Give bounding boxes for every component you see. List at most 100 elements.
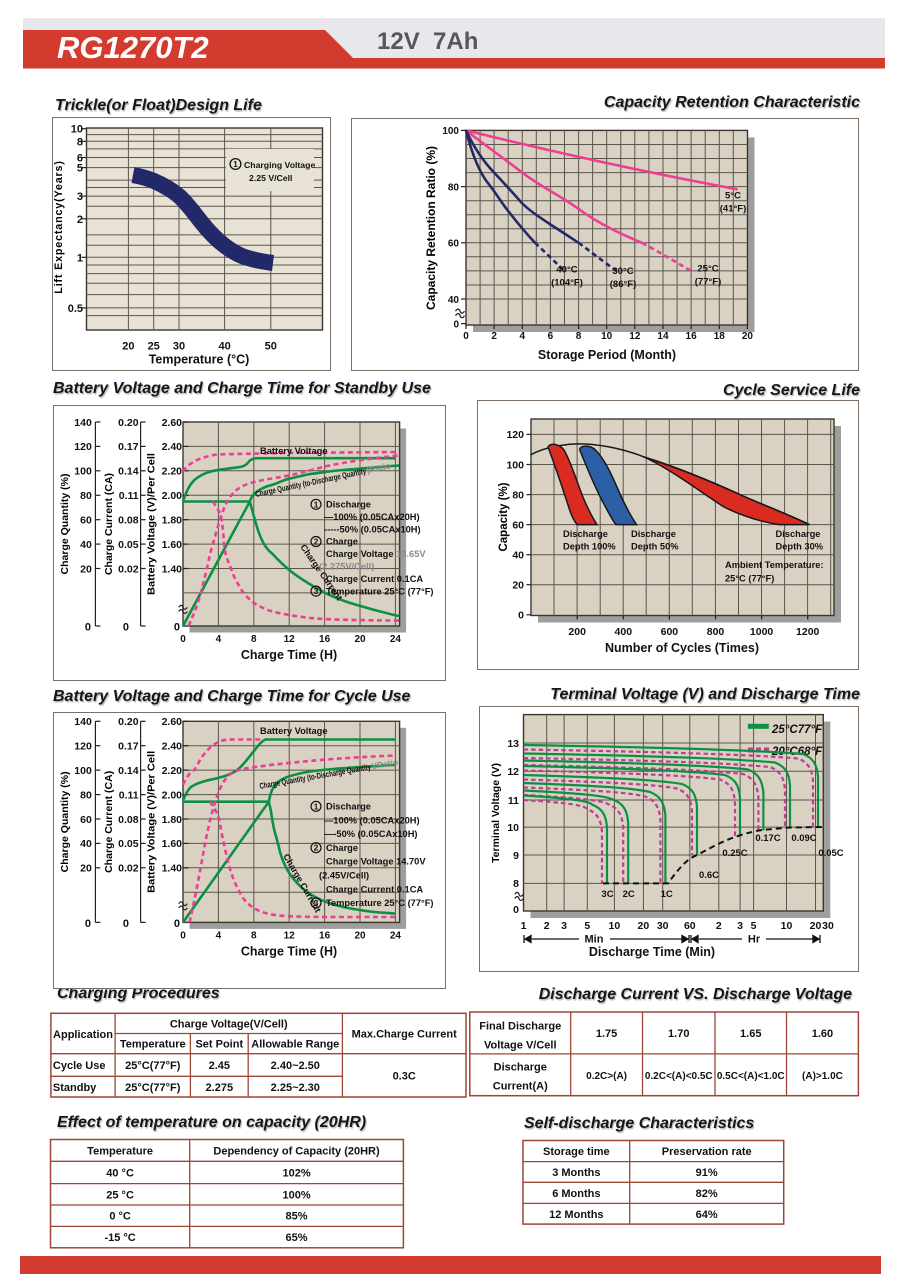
svg-text:Battery Voltage (V)/Per Cell: Battery Voltage (V)/Per Cell <box>146 751 158 893</box>
svg-text:2: 2 <box>77 214 83 226</box>
svg-text:8: 8 <box>251 930 257 941</box>
svg-text:64%: 64% <box>696 1209 718 1221</box>
svg-text:Discharge: Discharge <box>326 802 371 812</box>
svg-text:1: 1 <box>314 500 319 509</box>
svg-text:Discharge: Discharge <box>631 529 676 539</box>
svg-text:1: 1 <box>314 802 319 811</box>
svg-text:2: 2 <box>314 538 319 547</box>
svg-text:Allowable Range: Allowable Range <box>251 1039 339 1051</box>
svg-text:30: 30 <box>657 920 669 932</box>
svg-text:100: 100 <box>506 459 524 471</box>
svg-text:25 °C: 25 °C <box>106 1189 134 1201</box>
svg-text:-15 °C: -15 °C <box>104 1232 135 1244</box>
svg-text:18: 18 <box>714 331 726 342</box>
svg-text:24: 24 <box>390 930 402 941</box>
svg-text:2.60: 2.60 <box>162 417 183 429</box>
svg-text:0.17: 0.17 <box>118 441 139 453</box>
svg-text:)/Ratio: )/Ratio <box>371 757 399 771</box>
svg-text:0: 0 <box>463 331 469 342</box>
svg-text:40: 40 <box>218 341 230 353</box>
svg-text:8: 8 <box>576 331 582 342</box>
svg-text:1.40: 1.40 <box>162 863 183 875</box>
svg-text:Discharge: Discharge <box>494 1062 547 1074</box>
svg-text:40: 40 <box>80 838 92 850</box>
svg-text:Charge Quantity (%): Charge Quantity (%) <box>59 474 71 575</box>
svg-text:8: 8 <box>251 634 257 645</box>
svg-text:(2.45V/Cell): (2.45V/Cell) <box>319 871 369 881</box>
svg-text:-----50% (0.05CAx10H): -----50% (0.05CAx10H) <box>324 524 421 534</box>
svg-text:Capacity (%): Capacity (%) <box>498 482 510 551</box>
svg-text:2: 2 <box>314 844 319 853</box>
svg-text:Min: Min <box>585 934 604 946</box>
svg-text:0.14: 0.14 <box>118 765 139 777</box>
svg-text:20: 20 <box>80 863 92 875</box>
svg-text:Number of Cycles (Times): Number of Cycles (Times) <box>605 641 759 655</box>
svg-text:Dependency of Capacity (20HR): Dependency of Capacity (20HR) <box>213 1145 380 1157</box>
svg-text:Charge Time (H): Charge Time (H) <box>241 648 337 662</box>
svg-text:Discharge Time (Min): Discharge Time (Min) <box>589 945 715 959</box>
svg-text:Battery Voltage: Battery Voltage <box>260 446 328 456</box>
svg-text:1.70: 1.70 <box>668 1028 689 1040</box>
svg-text:Current(A): Current(A) <box>493 1081 548 1093</box>
svg-text:—100% (0.05CAx20H): —100% (0.05CAx20H) <box>324 815 420 825</box>
svg-text:80: 80 <box>512 489 524 501</box>
svg-text:12: 12 <box>284 634 296 645</box>
svg-text:0: 0 <box>513 904 519 916</box>
svg-text:20: 20 <box>80 563 92 575</box>
svg-text:20: 20 <box>742 331 754 342</box>
svg-text:0: 0 <box>180 930 186 941</box>
svg-text:2.25~2.30: 2.25~2.30 <box>271 1082 320 1094</box>
svg-text:Application: Application <box>53 1029 113 1041</box>
svg-text:Charge Current 0.1CA: Charge Current 0.1CA <box>326 574 423 584</box>
svg-text:82%: 82% <box>696 1188 718 1200</box>
svg-text:60: 60 <box>512 519 524 531</box>
svg-text:30: 30 <box>822 920 834 932</box>
svg-text:Lift Expectancy(Years): Lift Expectancy(Years) <box>53 160 65 293</box>
svg-text:1.75: 1.75 <box>596 1028 617 1040</box>
svg-text:0.2C<(A)<0.5C: 0.2C<(A)<0.5C <box>645 1071 713 1082</box>
svg-text:Depth 30%: Depth 30% <box>776 542 824 552</box>
svg-text:30°C: 30°C <box>612 266 633 277</box>
svg-text:60: 60 <box>684 920 696 932</box>
svg-text:1.65: 1.65 <box>740 1028 761 1040</box>
svg-text:2.20: 2.20 <box>162 466 183 478</box>
svg-text:25°C(77°F): 25°C(77°F) <box>125 1060 181 1072</box>
svg-text:2: 2 <box>544 920 550 932</box>
svg-text:Set Point: Set Point <box>195 1039 243 1051</box>
svg-text:102%: 102% <box>282 1167 310 1179</box>
svg-text:0: 0 <box>123 918 129 930</box>
svg-text:80: 80 <box>448 182 460 193</box>
svg-text:Charge Current (CA): Charge Current (CA) <box>103 771 115 873</box>
svg-text:3: 3 <box>737 920 743 932</box>
svg-text:3: 3 <box>314 587 319 596</box>
svg-text:5°C: 5°C <box>725 191 741 202</box>
svg-text:100: 100 <box>74 466 92 478</box>
svg-text:3: 3 <box>77 191 83 203</box>
svg-text:12: 12 <box>629 331 641 342</box>
svg-text:Charge Quantity (%): Charge Quantity (%) <box>59 771 71 872</box>
svg-text:Capacity Retention Ratio (%): Capacity Retention Ratio (%) <box>424 146 438 310</box>
svg-text:20: 20 <box>354 930 366 941</box>
svg-text:6: 6 <box>548 331 554 342</box>
svg-text:Storage time: Storage time <box>543 1146 610 1158</box>
svg-text:Charging Voltage: Charging Voltage <box>244 160 315 170</box>
svg-text:60: 60 <box>80 514 92 526</box>
svg-text:100: 100 <box>442 126 459 137</box>
svg-text:16: 16 <box>319 634 331 645</box>
svg-text:(77°F): (77°F) <box>695 277 722 288</box>
svg-text:2.275: 2.275 <box>206 1082 234 1094</box>
svg-text:11: 11 <box>508 795 519 807</box>
svg-text:2: 2 <box>491 331 497 342</box>
svg-text:Cycle Use: Cycle Use <box>53 1060 106 1072</box>
svg-text:0.5: 0.5 <box>68 303 83 315</box>
svg-text:2.60: 2.60 <box>162 716 183 728</box>
svg-text:0.6C: 0.6C <box>699 870 719 881</box>
svg-text:0.25C: 0.25C <box>722 848 747 859</box>
svg-text:9: 9 <box>513 850 519 862</box>
svg-text:25: 25 <box>148 341 160 353</box>
svg-text:Temperature (°C): Temperature (°C) <box>149 353 250 367</box>
svg-text:5: 5 <box>584 920 590 932</box>
svg-text:40 °C: 40 °C <box>106 1167 134 1179</box>
svg-text:2.00: 2.00 <box>162 789 183 801</box>
svg-text:12 Months: 12 Months <box>549 1209 603 1221</box>
